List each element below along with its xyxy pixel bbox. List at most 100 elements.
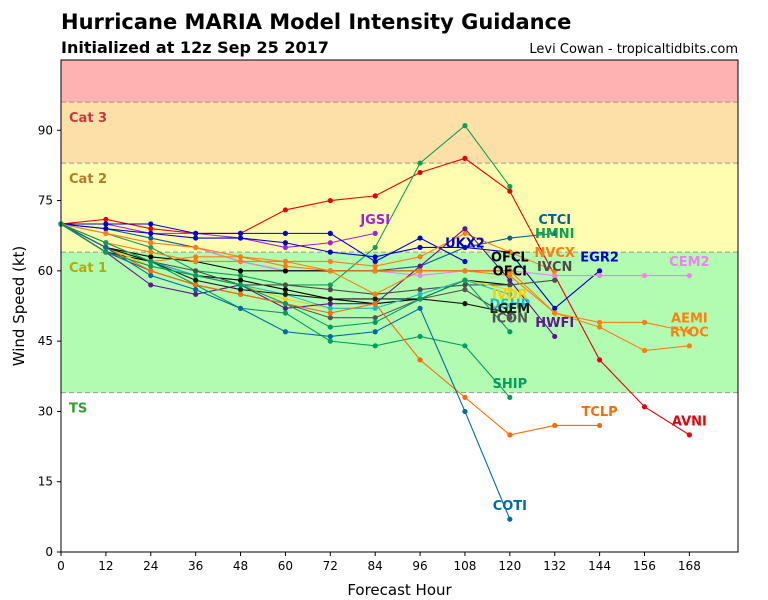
data-point (282, 258, 289, 265)
data-point (193, 230, 199, 236)
data-point (282, 310, 289, 316)
data-point (148, 244, 154, 251)
data-point (237, 258, 244, 265)
data-point (282, 329, 289, 335)
data-point (327, 287, 333, 293)
series-line-hwfi (60, 223, 556, 337)
data-point (597, 319, 603, 325)
x-tick-label: 144 (588, 559, 611, 573)
data-point (372, 254, 378, 260)
data-point (686, 432, 692, 438)
data-point (103, 244, 109, 251)
data-point (237, 235, 244, 241)
data-point (417, 296, 423, 302)
data-point (597, 324, 603, 330)
data-point (193, 244, 199, 251)
series-label-ofcl: OFCL (491, 250, 529, 265)
data-point (148, 226, 154, 232)
data-point (327, 230, 333, 236)
data-point (193, 282, 199, 288)
data-point (507, 277, 513, 283)
data-point (462, 268, 468, 274)
data-point (507, 183, 513, 190)
plot-frame (60, 59, 739, 553)
series-label-ofci: OFCI (493, 265, 527, 280)
band-label: TS (69, 402, 87, 417)
data-point (597, 268, 603, 274)
data-point (282, 301, 289, 307)
data-point (282, 230, 289, 236)
data-point (462, 343, 468, 349)
series-label-hwfi: HWFI (535, 316, 574, 331)
data-point (507, 287, 513, 293)
data-point (193, 258, 199, 265)
series-label-tclp: TCLP (581, 405, 617, 420)
data-point (327, 324, 333, 330)
data-point (597, 272, 603, 279)
data-point (462, 287, 468, 293)
data-point (237, 291, 244, 297)
data-point (327, 249, 333, 255)
data-point (148, 235, 154, 241)
data-point (417, 254, 423, 260)
x-tick-label: 168 (678, 559, 701, 573)
data-point (237, 287, 244, 293)
band-label: Cat 1 (69, 261, 107, 276)
data-point (193, 272, 199, 279)
data-point (417, 244, 423, 251)
data-point (686, 329, 692, 335)
data-point (148, 258, 154, 265)
data-point (237, 268, 244, 274)
data-point (282, 296, 289, 302)
series-label-nvcx: NVCX (534, 246, 575, 261)
data-point (148, 221, 154, 227)
data-point (552, 230, 558, 236)
x-axis-label: Forecast Hour (347, 581, 452, 599)
data-point (148, 282, 154, 288)
data-point (327, 338, 333, 344)
data-point (327, 197, 333, 204)
y-tick-label: 0 (45, 545, 53, 559)
data-point (507, 394, 513, 400)
data-point (462, 155, 468, 161)
data-point (552, 333, 558, 340)
data-point (372, 230, 378, 236)
data-point (417, 291, 423, 297)
chart-credit: Levi Cowan - tropicaltidbits.com (529, 42, 738, 57)
data-point (507, 329, 513, 335)
series-label-dshp: DSHP (490, 297, 531, 312)
data-point (193, 235, 199, 241)
data-point (507, 432, 513, 438)
data-point (641, 272, 648, 279)
data-point (462, 408, 468, 415)
data-point (641, 319, 648, 325)
data-point (507, 291, 513, 297)
data-point (327, 282, 333, 288)
x-tick-label: 156 (633, 559, 656, 573)
data-point (507, 310, 513, 316)
series-label-ship: SHIP (493, 377, 528, 392)
series-label-egr2: EGR2 (580, 250, 619, 265)
y-tick-label: 60 (38, 264, 53, 278)
data-point (103, 240, 109, 246)
data-point (103, 216, 109, 222)
data-point (148, 254, 154, 260)
data-point (462, 258, 468, 265)
data-point (237, 282, 244, 288)
data-point (372, 263, 378, 269)
data-point (462, 282, 468, 288)
data-point (417, 235, 423, 241)
data-point (193, 287, 199, 293)
series-label-ivdr: IVDR (492, 288, 528, 303)
data-point (282, 282, 289, 288)
x-tick-label: 120 (498, 559, 521, 573)
data-point (372, 301, 378, 307)
data-point (507, 282, 513, 288)
data-point (372, 291, 378, 297)
data-point (507, 268, 513, 274)
band-cat-3 (61, 60, 738, 103)
data-point (597, 422, 603, 429)
data-point (552, 422, 558, 429)
series-line-jgsi (61, 223, 376, 248)
